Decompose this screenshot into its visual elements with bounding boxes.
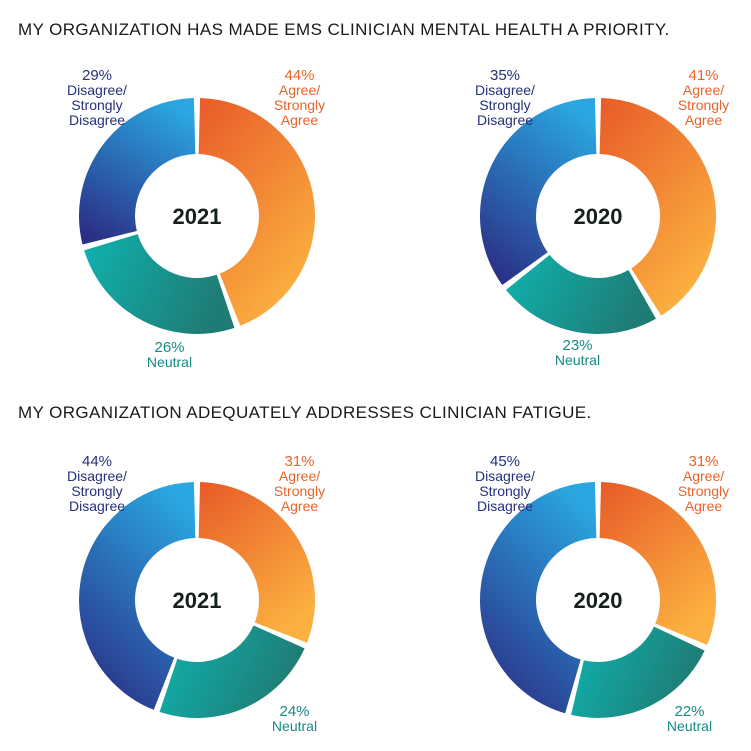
percent-label: 35% <box>489 67 521 84</box>
percent-label: 44% <box>81 453 113 470</box>
category-label: Strongly <box>479 483 531 499</box>
category-label: Disagree <box>476 498 534 514</box>
category-label: Disagree <box>68 498 126 514</box>
category-label: Strongly <box>273 483 326 499</box>
year-label: 2021 <box>173 588 222 613</box>
donut-chart-3: 2021 <box>78 482 315 718</box>
chart-title-mental-health: MY ORGANIZATION HAS MADE EMS CLINICIAN M… <box>18 20 670 39</box>
percent-label: 29% <box>81 67 113 84</box>
slice-disagree <box>78 482 196 710</box>
category-label: Disagree <box>476 112 534 128</box>
year-label: 2021 <box>173 204 222 229</box>
category-label: Agree <box>684 498 723 514</box>
category-label: Agree/ <box>278 82 321 98</box>
label-agree: 31% Agree/Strongly Agree <box>666 454 741 514</box>
slice-agree <box>599 98 716 316</box>
donut-chart-4: 2020 <box>480 482 716 718</box>
label-neutral: 24% Neutral <box>257 704 332 734</box>
slice-agree <box>599 482 716 645</box>
category-label: Agree/ <box>682 468 725 484</box>
category-label: Agree/ <box>278 468 321 484</box>
slice-agree <box>198 482 315 643</box>
category-label: Strongly <box>677 97 730 113</box>
donut-chart-1: 2021 <box>79 98 316 334</box>
donut-chart-2: 2020 <box>480 98 716 334</box>
category-label: Disagree/ <box>67 468 127 484</box>
year-label: 2020 <box>574 204 623 229</box>
slice-neutral <box>571 626 705 718</box>
slice-neutral <box>159 625 305 718</box>
percent-label: 24% <box>279 703 310 720</box>
slice-disagree <box>79 98 196 245</box>
category-label: Strongly <box>677 483 730 499</box>
category-label: Disagree <box>68 112 126 128</box>
slice-disagree <box>480 98 597 285</box>
category-label: Disagree/ <box>67 82 127 98</box>
category-label: Neutral <box>666 718 713 734</box>
label-agree: 44% Agree/Strongly Agree <box>262 68 337 128</box>
category-label: Agree <box>280 498 319 514</box>
category-label: Strongly <box>273 97 326 113</box>
percent-label: 44% <box>284 67 315 84</box>
label-disagree: 44% Disagree/Strongly Disagree <box>22 454 172 514</box>
percent-label: 31% <box>688 453 719 470</box>
percent-label: 31% <box>284 453 315 470</box>
label-agree: 41% Agree/Strongly Agree <box>666 68 741 128</box>
label-disagree: 29% Disagree/Strongly Disagree <box>22 68 172 128</box>
category-label: Agree <box>684 112 723 128</box>
category-label: Strongly <box>71 97 123 113</box>
percent-label: 23% <box>562 337 593 354</box>
slice-agree <box>198 98 316 326</box>
label-neutral: 23% Neutral <box>530 338 625 368</box>
year-label: 2020 <box>574 588 623 613</box>
percent-label: 22% <box>674 703 705 720</box>
label-neutral: 22% Neutral <box>652 704 727 734</box>
label-disagree: 45% Disagree/Strongly Disagree <box>430 454 580 514</box>
label-disagree: 35% Disagree/Strongly Disagree <box>430 68 580 128</box>
category-label: Neutral <box>554 352 601 368</box>
category-label: Strongly <box>71 483 123 499</box>
category-label: Neutral <box>271 718 318 734</box>
slice-disagree <box>480 482 597 714</box>
category-label: Disagree/ <box>475 468 535 484</box>
chart-title-fatigue: MY ORGANIZATION ADEQUATELY ADDRESSES CLI… <box>18 403 592 422</box>
percent-label: 45% <box>489 453 521 470</box>
category-label: Agree/ <box>682 82 725 98</box>
category-label: Agree <box>280 112 319 128</box>
slice-neutral <box>84 234 235 334</box>
percent-label: 26% <box>154 339 185 356</box>
category-label: Neutral <box>146 354 193 370</box>
category-label: Strongly <box>479 97 531 113</box>
percent-label: 41% <box>688 67 719 84</box>
slice-neutral <box>506 254 656 334</box>
category-label: Disagree/ <box>475 82 535 98</box>
label-neutral: 26% Neutral <box>122 340 217 370</box>
label-agree: 31% Agree/Strongly Agree <box>262 454 337 514</box>
